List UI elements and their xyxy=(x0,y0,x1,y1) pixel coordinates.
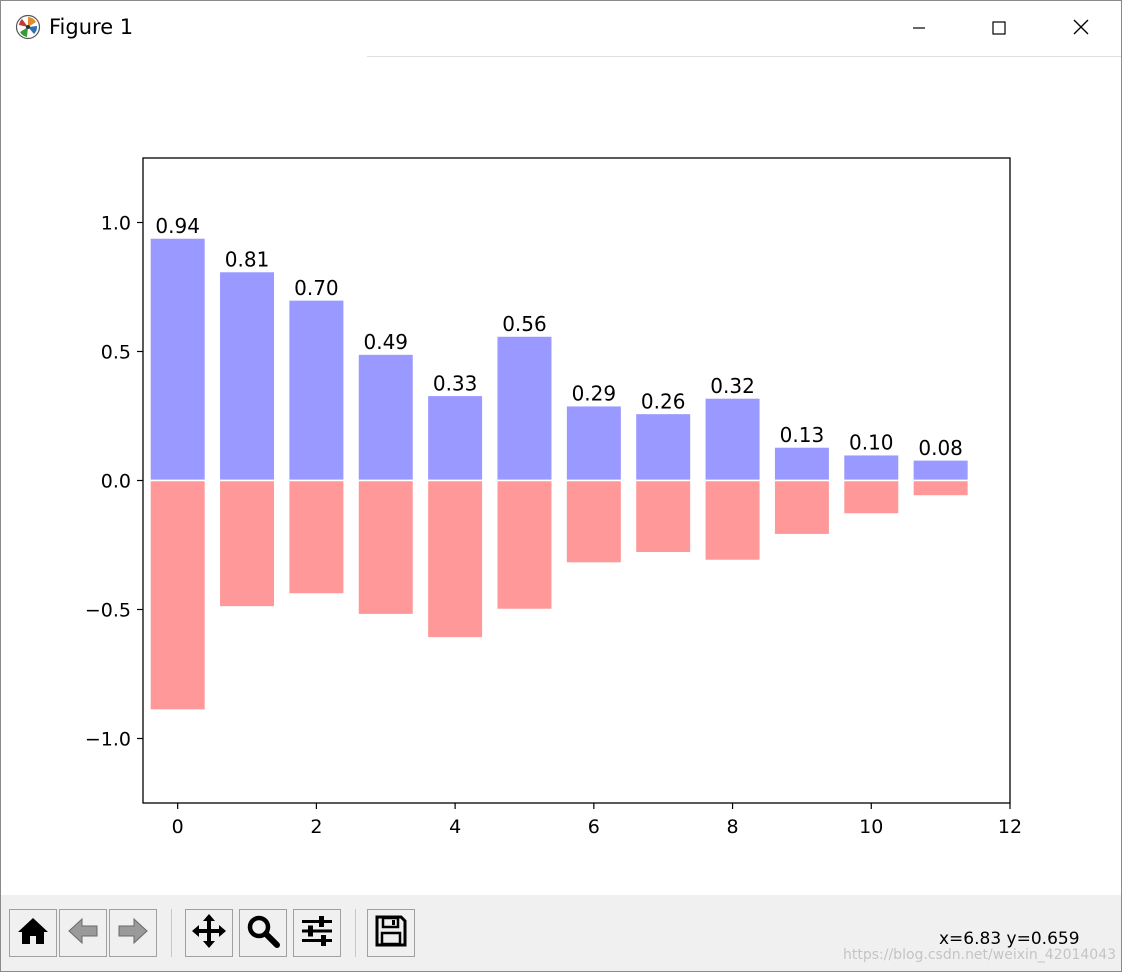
bar-chart: 0.940.810.700.490.330.560.29 0.260.320.13… xyxy=(85,157,1022,838)
figure-canvas[interactable]: 0.94 0.81 0.70 0.49 0.33 0.56 0.29 0.26 0.32 0.13… xyxy=(1,57,1121,895)
positive-bar-5 xyxy=(495,335,553,482)
minimize-button[interactable] xyxy=(879,1,959,57)
bar-value-label-8: 0.32 xyxy=(710,374,755,398)
bar-value-label-0: 0.94 xyxy=(155,214,200,238)
toolbar-separator xyxy=(355,909,356,957)
window-title: Figure 1 xyxy=(49,15,134,39)
bar-value-label-2: 0.70 xyxy=(294,276,339,300)
bar-value-label-7: 0.26 xyxy=(641,389,686,413)
negative-bar-3 xyxy=(357,479,415,616)
y-tick-label-4: −1.0 xyxy=(85,729,131,751)
bar-value-label-10: 0.10 xyxy=(849,431,894,455)
matplotlib-logo-icon xyxy=(15,14,41,40)
negative-bar-2 xyxy=(287,479,345,595)
close-icon xyxy=(1073,19,1089,39)
y-tick-label-0: 1.0 xyxy=(101,213,131,235)
home-icon xyxy=(15,913,51,953)
bar-value-label-5: 0.56 xyxy=(502,312,547,336)
x-tick-label-0: 0 xyxy=(172,816,184,838)
negative-bar-6 xyxy=(565,479,623,564)
arrow-left-icon xyxy=(65,913,101,953)
positive-bar-8 xyxy=(704,397,762,482)
magnifier-icon xyxy=(245,913,281,953)
x-tick-label-2: 4 xyxy=(449,816,461,838)
close-button[interactable] xyxy=(1041,1,1121,57)
bar-value-label-6: 0.29 xyxy=(572,382,617,406)
configure-subplots-button[interactable] xyxy=(293,909,341,957)
x-tick-label-5: 10 xyxy=(859,816,883,838)
x-tick-label-4: 8 xyxy=(727,816,739,838)
negative-bar-1 xyxy=(218,479,276,608)
titlebar-divider xyxy=(367,56,1121,57)
y-tick-label-1: 0.5 xyxy=(101,342,131,364)
floppy-disk-icon xyxy=(373,913,409,953)
watermark-text: https://blog.csdn.net/weixin_42014043 xyxy=(843,947,1117,963)
toolbar-separator xyxy=(171,909,172,957)
back-button[interactable] xyxy=(59,909,107,957)
positive-bar-1 xyxy=(218,270,276,482)
positive-bar-0 xyxy=(149,237,207,482)
negative-bar-11 xyxy=(912,479,970,497)
positive-bar-2 xyxy=(287,299,345,482)
save-button[interactable] xyxy=(367,909,415,957)
x-tick-label-1: 2 xyxy=(310,816,322,838)
positive-bar-6 xyxy=(565,404,623,482)
pan-button[interactable] xyxy=(185,909,233,957)
navigation-toolbar xyxy=(1,895,1121,971)
maximize-button[interactable] xyxy=(959,1,1039,57)
sliders-icon xyxy=(299,913,335,953)
negative-bar-5 xyxy=(495,479,553,611)
x-tick-label-3: 6 xyxy=(588,816,600,838)
negative-bar-9 xyxy=(773,479,831,536)
bar-value-label-4: 0.33 xyxy=(433,371,478,395)
bar-value-label-9: 0.13 xyxy=(780,423,825,447)
bar-value-label-1: 0.81 xyxy=(225,248,270,272)
negative-bar-10 xyxy=(842,479,900,515)
arrow-right-icon xyxy=(115,913,151,953)
positive-bar-10 xyxy=(842,453,900,482)
title-bar[interactable]: Figure 1 xyxy=(1,1,1121,57)
positive-bar-3 xyxy=(357,353,415,482)
bar-value-label-11: 0.08 xyxy=(918,436,963,460)
positive-bar-11 xyxy=(912,459,970,482)
y-tick-label-3: −0.5 xyxy=(85,600,131,622)
forward-button[interactable] xyxy=(109,909,157,957)
cursor-coordinates: x=6.83 y=0.659 xyxy=(939,929,1080,949)
x-tick-label-6: 12 xyxy=(998,816,1022,838)
positive-bar-7 xyxy=(634,412,692,482)
minimize-icon xyxy=(912,20,926,39)
positive-bar-4 xyxy=(426,394,484,482)
move-icon xyxy=(190,912,228,954)
negative-bar-8 xyxy=(704,479,762,562)
negative-bar-4 xyxy=(426,479,484,639)
maximize-icon xyxy=(992,20,1006,39)
zoom-button[interactable] xyxy=(239,909,287,957)
bar-value-label-3: 0.49 xyxy=(363,330,408,354)
positive-bar-9 xyxy=(773,446,831,482)
y-tick-label-2: 0.0 xyxy=(101,471,131,493)
negative-bar-0 xyxy=(149,479,207,711)
negative-bar-7 xyxy=(634,479,692,554)
home-button[interactable] xyxy=(9,909,57,957)
